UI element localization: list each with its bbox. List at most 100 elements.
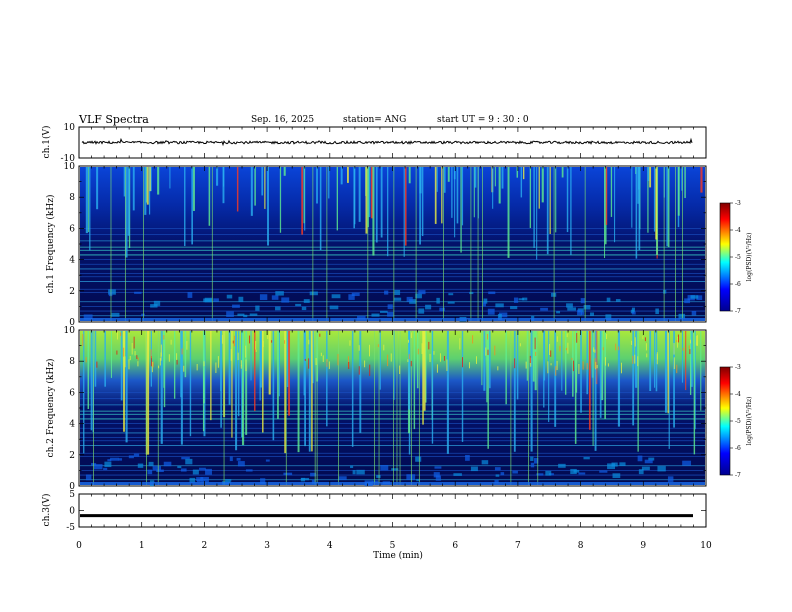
- noise-patch: [522, 297, 528, 301]
- noise-patch: [238, 296, 244, 303]
- y-tick-label: -10: [61, 154, 76, 164]
- noise-patch: [93, 464, 103, 470]
- noise-patch: [394, 289, 401, 296]
- noise-patch: [434, 466, 442, 469]
- noise-patch: [236, 457, 241, 461]
- noise-patch: [137, 463, 144, 468]
- noise-patch: [351, 292, 360, 297]
- noise-patch: [615, 299, 621, 302]
- noise-patch: [406, 296, 413, 302]
- colorbar-tick-label: -5: [735, 418, 741, 425]
- noise-patch: [181, 457, 190, 460]
- noise-patch: [487, 308, 495, 315]
- y-tick-label: 10: [64, 162, 76, 172]
- noise-patch: [338, 476, 347, 481]
- noise-patch: [648, 457, 655, 461]
- noise-patch: [578, 472, 586, 475]
- noise-patch: [393, 297, 402, 301]
- noise-patch: [548, 473, 554, 476]
- noise-patch: [540, 307, 548, 311]
- date-label: Sep. 16, 2025: [251, 115, 315, 125]
- noise-patch: [148, 461, 154, 467]
- noise-patch: [260, 478, 266, 484]
- noise-patch: [439, 307, 445, 312]
- noise-patch: [387, 311, 394, 317]
- colorbar-tick-label: -5: [735, 254, 741, 261]
- noise-patch: [495, 303, 504, 308]
- noise-patch: [577, 309, 583, 316]
- noise-patch: [573, 469, 580, 473]
- noise-patch: [283, 472, 293, 476]
- noise-patch: [418, 290, 426, 295]
- noise-patch: [196, 477, 204, 482]
- colorbar-tick-label: -4: [735, 391, 741, 398]
- noise-patch: [281, 297, 290, 303]
- noise-patch: [110, 457, 119, 461]
- noise-patch: [465, 454, 470, 461]
- noise-patch: [243, 314, 248, 318]
- y-tick-label: 2: [69, 451, 75, 461]
- noise-patch: [310, 472, 316, 477]
- noise-patch: [303, 299, 310, 303]
- noise-patch: [380, 464, 389, 471]
- noise-patch: [470, 466, 478, 472]
- noise-patch: [494, 467, 501, 471]
- ch3-waveform-panel: [78, 493, 707, 528]
- noise-patch: [435, 475, 442, 481]
- noise-patch: [107, 459, 112, 462]
- noise-patch: [433, 472, 440, 478]
- colorbar-tick-label: -6: [735, 445, 741, 452]
- y-tick-label: 6: [69, 224, 75, 234]
- noise-patch: [192, 469, 199, 475]
- ch2-spectrogram: [80, 331, 705, 487]
- y-tick-label: 0: [69, 482, 75, 492]
- ch1-waveform-line: [81, 137, 693, 147]
- y-tick-label: 4: [69, 256, 75, 266]
- y-tick-label: 8: [69, 193, 75, 203]
- noise-patch: [348, 294, 355, 300]
- noise-patch: [185, 458, 193, 465]
- noise-patch: [128, 455, 134, 459]
- noise-patch: [229, 456, 233, 462]
- noise-patch: [606, 297, 611, 303]
- noise-patch: [415, 456, 422, 462]
- noise-patch: [607, 463, 616, 470]
- noise-patch: [545, 470, 552, 476]
- station-label: station= ANG: [343, 115, 407, 125]
- noise-patch: [200, 476, 209, 483]
- noise-patch: [331, 294, 341, 299]
- noise-patch: [376, 475, 381, 478]
- noise-patch: [111, 312, 120, 317]
- noise-patch: [271, 295, 279, 300]
- noise-patch: [605, 314, 612, 321]
- noise-patch: [566, 303, 573, 308]
- colorbar-tick-label: -3: [735, 200, 741, 207]
- noise-patch: [265, 459, 270, 462]
- noise-patch: [189, 477, 196, 483]
- noise-patch: [187, 292, 193, 298]
- noise-patch: [641, 466, 650, 471]
- noise-patch: [536, 473, 544, 476]
- colorbar-tick-label: -7: [735, 472, 741, 479]
- noise-patch: [249, 313, 258, 316]
- noise-patch: [150, 304, 158, 308]
- noise-patch: [371, 480, 379, 483]
- noise-patch: [637, 455, 643, 462]
- noise-patch: [275, 291, 284, 296]
- noise-patch: [657, 466, 666, 472]
- noise-patch: [226, 294, 233, 299]
- noise-patch: [447, 301, 455, 304]
- noise-patch: [232, 304, 240, 308]
- x-tick-label: 9: [640, 541, 646, 551]
- colorbar-ch1-gradient: [719, 202, 731, 312]
- y-tick-label: 4: [69, 420, 75, 430]
- noise-patch: [104, 461, 112, 468]
- noise-patch: [631, 311, 636, 315]
- noise-patch: [103, 467, 108, 470]
- x-tick-label: 2: [202, 541, 208, 551]
- noise-patch: [497, 313, 502, 320]
- noise-patch: [147, 469, 153, 475]
- y-tick-label: 0: [69, 318, 75, 328]
- noise-patch: [494, 479, 499, 484]
- noise-patch: [153, 300, 161, 306]
